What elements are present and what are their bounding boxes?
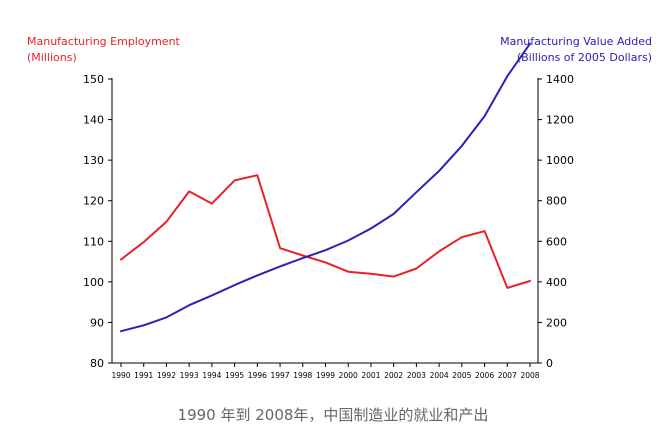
right-tick-label: 1400: [546, 73, 574, 86]
left-axis-ticks: 80 90 100 110 120 130 140 150: [83, 73, 112, 370]
left-tick-label: 90: [90, 316, 104, 329]
right-axis-title-line1: Manufacturing Value Added: [500, 35, 652, 48]
chart-panel: Manufacturing Employment (Millions) Manu…: [27, 35, 652, 380]
right-tick-label: 1000: [546, 154, 574, 167]
series-lines: [120, 42, 531, 333]
x-tick-label: 2006: [475, 371, 494, 380]
left-axis-title-line2: (Millions): [27, 51, 77, 64]
left-tick-label: 100: [83, 276, 104, 289]
right-tick-label: 1200: [546, 114, 574, 127]
caption-band: [0, 392, 666, 444]
left-tick-label: 150: [83, 73, 104, 86]
right-tick-label: 800: [546, 195, 567, 208]
x-tick-label: 2005: [452, 371, 471, 380]
x-tick-label: 2007: [498, 371, 517, 380]
x-tick-label: 1994: [202, 371, 221, 380]
x-axis-ticks: 1990 1991 1992 1993 1994 1995 1996 1997 1998 1999…: [111, 363, 540, 380]
left-tick-label: 110: [83, 235, 104, 248]
x-tick-label: 1999: [316, 371, 335, 380]
x-tick-label: 1995: [225, 371, 244, 380]
x-tick-label: 1998: [293, 371, 312, 380]
value-added-series-line: [120, 42, 531, 333]
x-tick-label: 1997: [271, 371, 290, 380]
x-tick-label: 2002: [384, 371, 403, 380]
employment-series-line: [120, 174, 531, 289]
x-tick-label: 2008: [520, 371, 539, 380]
x-tick-label: 2000: [339, 371, 358, 380]
right-axis-ticks: 0 200 400 600 800 1000 1200 1400: [538, 73, 574, 370]
left-tick-label: 120: [83, 195, 104, 208]
left-tick-label: 80: [90, 357, 104, 370]
x-tick-label: 2003: [407, 371, 426, 380]
x-tick-label: 2001: [361, 371, 380, 380]
left-tick-label: 130: [83, 154, 104, 167]
left-axis-title-line1: Manufacturing Employment: [27, 35, 181, 48]
x-tick-label: 1992: [157, 371, 176, 380]
right-axis-title-line2: (Billions of 2005 Dollars): [517, 51, 652, 64]
figure-caption: 1990 年到 2008年，中国制造业的就业和产出: [177, 406, 489, 424]
right-tick-label: 0: [546, 357, 553, 370]
right-tick-label: 200: [546, 316, 567, 329]
x-tick-label: 1996: [248, 371, 267, 380]
chart-svg: Manufacturing Employment (Millions) Manu…: [27, 35, 652, 380]
x-tick-label: 1993: [180, 371, 199, 380]
x-tick-label: 1991: [134, 371, 153, 380]
x-tick-label: 2004: [430, 371, 449, 380]
right-tick-label: 400: [546, 276, 567, 289]
left-tick-label: 140: [83, 114, 104, 127]
right-tick-label: 600: [546, 235, 567, 248]
x-tick-label: 1990: [111, 371, 130, 380]
